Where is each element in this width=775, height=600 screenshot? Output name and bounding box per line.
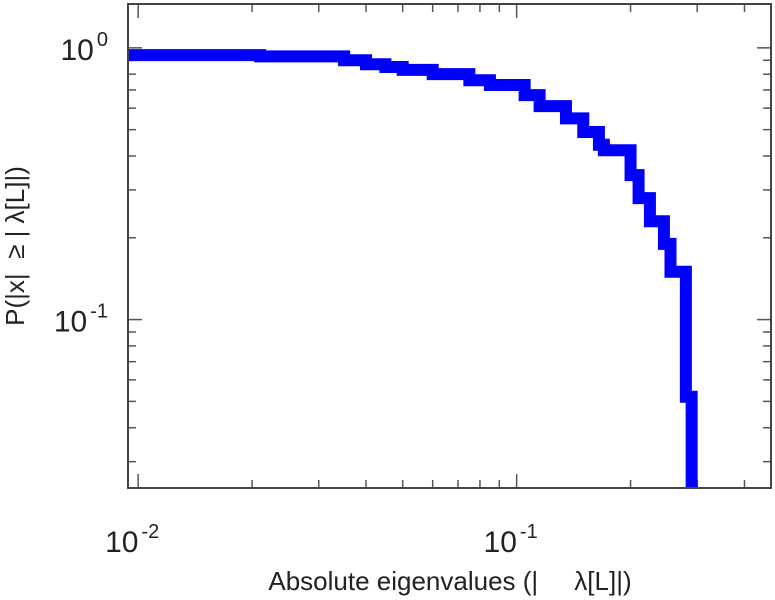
- y-tick-label: 10 -1: [54, 301, 108, 339]
- series-layer: [128, 49, 698, 488]
- minor-ticks: [128, 4, 771, 488]
- x-tick-label: 10 -1: [484, 521, 538, 559]
- y-axis-title: P(|x| ≥ | λ[L]|): [0, 166, 30, 326]
- data-series-line: [128, 49, 698, 488]
- major-ticks: [128, 4, 771, 488]
- x-axis-title: Absolute eigenvalues (| λ[L]|): [268, 566, 631, 596]
- plot-frame: [127, 3, 772, 489]
- tick-labels: 10 -2 10 -1 10 0 10 -1: [54, 29, 538, 559]
- y-tick-label: 10 0: [61, 29, 109, 67]
- x-tick-label: 10 -2: [105, 521, 159, 559]
